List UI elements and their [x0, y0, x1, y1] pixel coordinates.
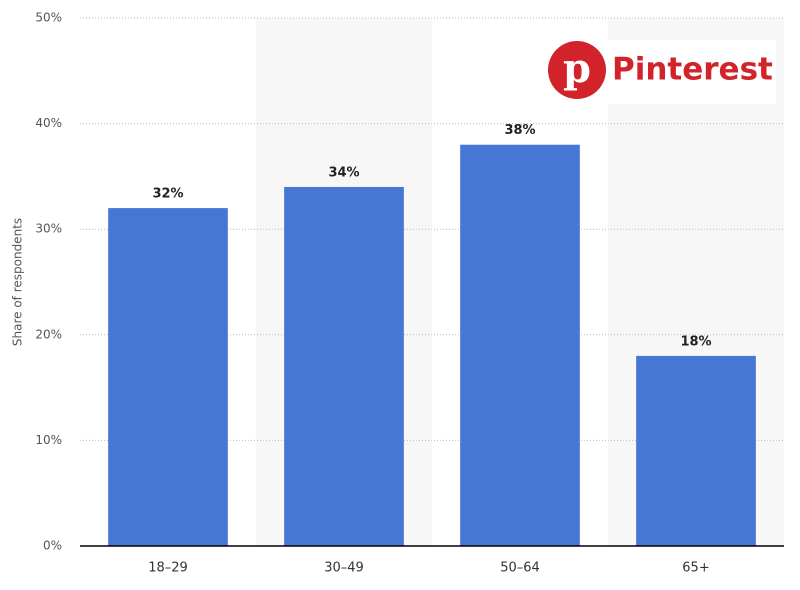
data-label: 34%: [328, 165, 359, 180]
y-tick-label: 30%: [35, 222, 62, 236]
y-tick-label: 20%: [35, 327, 62, 341]
data-label: 32%: [152, 187, 183, 202]
x-tick-label: 50–64: [500, 561, 540, 576]
x-tick-label: 18–29: [148, 561, 188, 576]
y-tick-label: 0%: [43, 539, 62, 553]
bar: [284, 186, 404, 546]
x-tick-label: 30–49: [324, 561, 364, 576]
logo-glyph: p: [563, 45, 591, 92]
y-axis-label: Share of respondents: [11, 218, 25, 346]
y-tick-label: 40%: [35, 116, 62, 130]
bar: [636, 355, 756, 546]
logo-icon: [548, 41, 606, 99]
logo: p Pinterest: [540, 40, 776, 104]
data-label: 18%: [680, 334, 711, 349]
data-label: 38%: [504, 123, 535, 138]
x-tick-label: 65+: [682, 561, 709, 576]
y-tick-label: 50%: [35, 11, 62, 25]
y-tick-label: 10%: [35, 433, 62, 447]
bar: [460, 144, 580, 546]
bar: [108, 208, 228, 546]
logo-text: Pinterest: [612, 52, 773, 88]
